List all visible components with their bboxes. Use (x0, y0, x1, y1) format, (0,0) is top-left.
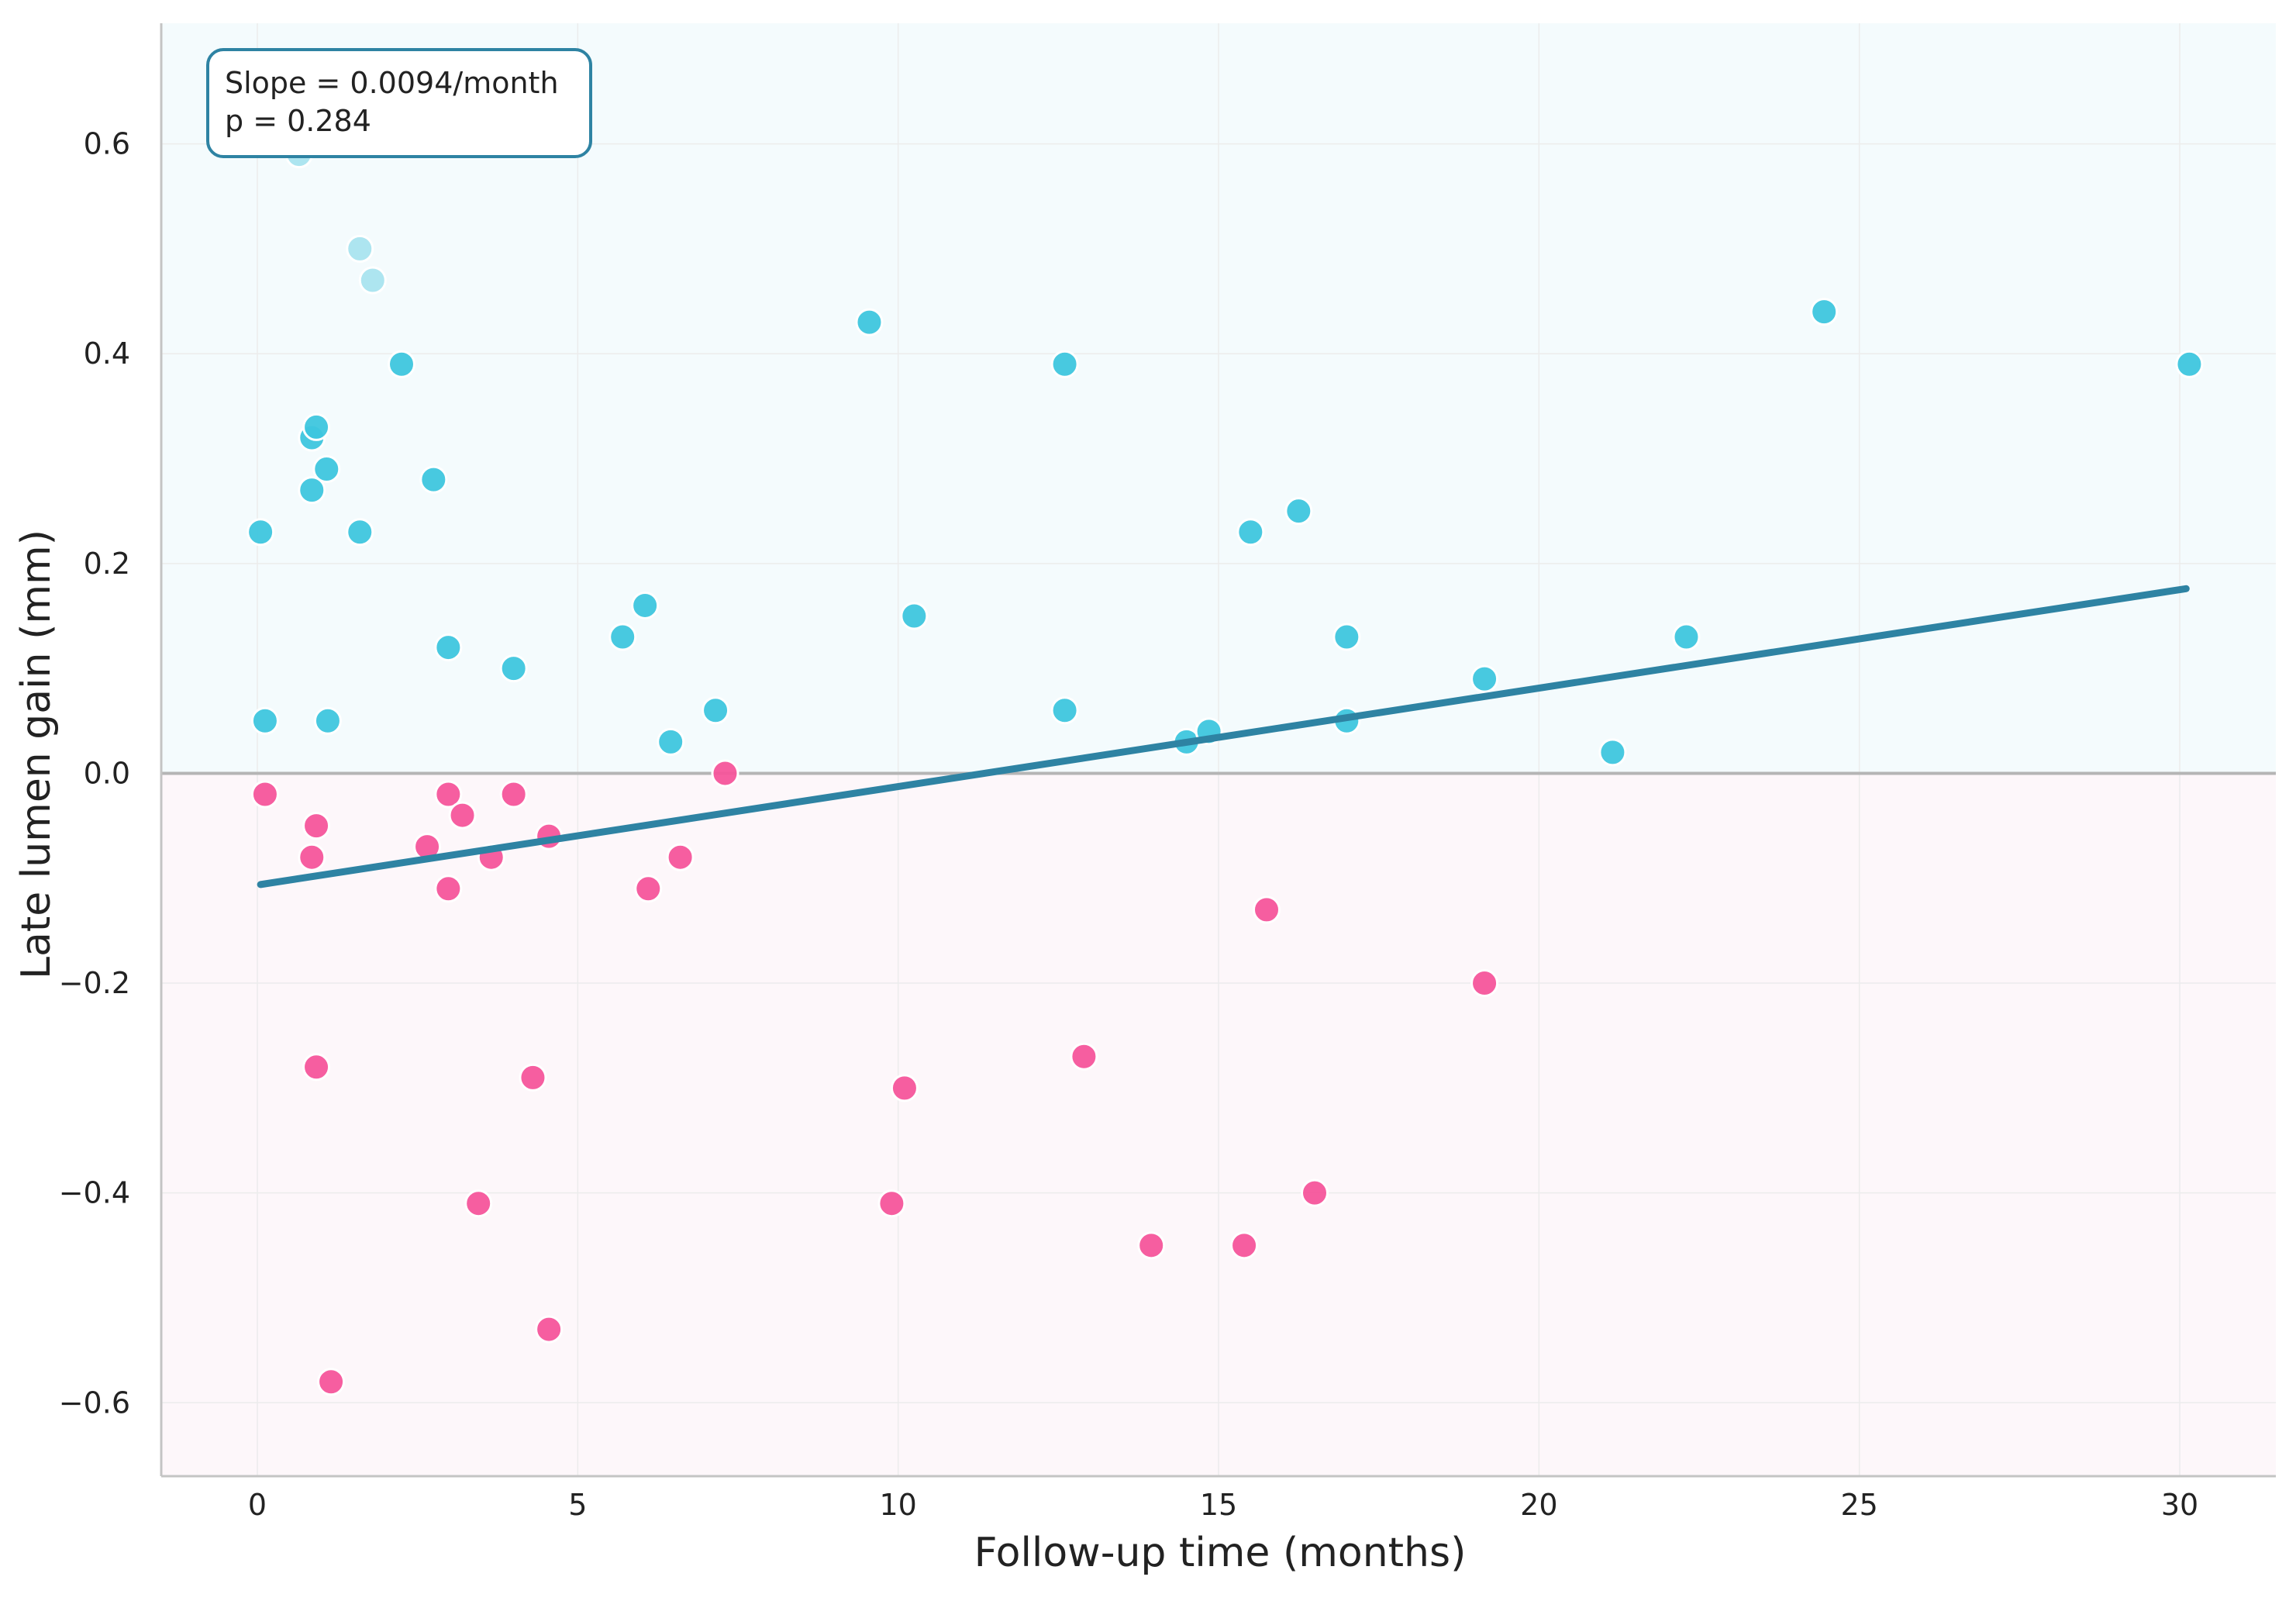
data-point-positive (312, 455, 341, 484)
data-point-negative (1470, 969, 1499, 998)
annotation-box (206, 48, 592, 158)
data-point-positive (388, 350, 415, 378)
data-point-positive (1810, 298, 1839, 326)
x-tick-label: 25 (1840, 1488, 1877, 1522)
data-point-negative (298, 843, 326, 871)
data-point-negative (464, 1189, 493, 1218)
x-axis-label: Follow-up time (months) (974, 1530, 1467, 1576)
y-tick-label: 0.6 (84, 127, 130, 161)
data-point-positive (346, 518, 374, 547)
y-axis-label: Late lumen gain (mm) (13, 530, 60, 979)
x-tick-label: 20 (1520, 1488, 1557, 1522)
data-point-negative (434, 875, 463, 903)
data-point-positive-faded (358, 266, 387, 295)
x-tick-label: 15 (1200, 1488, 1237, 1522)
data-point-positive (1284, 497, 1313, 526)
x-tick-label: 5 (568, 1488, 587, 1522)
data-point-positive (900, 602, 929, 630)
data-point-positive (250, 706, 279, 735)
data-point-negative (890, 1074, 919, 1102)
axes (160, 23, 2276, 1478)
data-point-negative (317, 1368, 346, 1396)
data-point-negative (1137, 1231, 1166, 1260)
data-point-negative (302, 812, 331, 840)
y-tick-label: 0.0 (84, 756, 130, 790)
data-point-positive (1050, 350, 1079, 378)
data-point-positive (246, 518, 275, 547)
data-point-positive-faded (346, 234, 374, 263)
data-point-negative (1301, 1178, 1329, 1207)
gridlines (161, 23, 2276, 1476)
data-point-negative (1070, 1042, 1098, 1071)
data-point-positive (1598, 738, 1627, 767)
data-point-positive (419, 465, 448, 494)
data-point-positive (434, 633, 463, 662)
data-point-positive (631, 591, 660, 619)
data-point-negative (1230, 1231, 1259, 1260)
x-tick-label: 10 (879, 1488, 916, 1522)
data-point-positive (313, 706, 342, 735)
data-point-positive (1332, 623, 1361, 651)
data-point-positive (298, 476, 326, 505)
stats-annotation: Slope = 0.0094/month p = 0.284 (206, 48, 592, 158)
annotation-slope: Slope = 0.0094/month (225, 66, 559, 100)
data-point-positive (302, 412, 331, 441)
data-point-positive (1470, 664, 1499, 693)
tick-labels: 0 5 10 15 20 25 30 −0.6 −0.4 −0.2 0.0 0.2 0.4 0.6 (59, 127, 2198, 1522)
data-point-negative (519, 1063, 547, 1092)
data-point-positive (2175, 350, 2204, 378)
data-point-positive (1236, 518, 1265, 547)
y-tick-label: 0.4 (84, 336, 130, 371)
data-point-positive (657, 727, 685, 756)
data-point-negative (448, 801, 477, 830)
x-tick-label: 0 (248, 1488, 267, 1522)
trend-line-group (257, 585, 2190, 888)
data-point-positive (855, 308, 884, 336)
data-point-negative (1253, 895, 1281, 924)
trend-line (257, 585, 2190, 888)
data-point-negative (666, 843, 695, 871)
data-point-negative (711, 759, 739, 788)
data-point-negative (499, 780, 528, 809)
data-point-positive (1672, 623, 1701, 651)
data-point-positive (702, 696, 730, 725)
y-tick-label: −0.4 (59, 1176, 130, 1210)
data-point-positive (608, 623, 637, 651)
data-point-positive (1050, 696, 1079, 725)
data-point-positive (499, 654, 528, 683)
y-tick-label: −0.6 (59, 1385, 130, 1420)
annotation-p-value: p = 0.284 (225, 104, 371, 138)
data-point-negative (634, 875, 663, 903)
data-point-negative (877, 1189, 906, 1218)
y-tick-label: 0.2 (84, 547, 130, 581)
x-tick-label: 30 (2161, 1488, 2198, 1522)
data-point-negative (434, 780, 463, 809)
data-point-negative (250, 780, 279, 809)
data-point-negative (302, 1053, 331, 1082)
data-point-negative (535, 1315, 564, 1344)
y-tick-label: −0.2 (59, 966, 130, 1000)
